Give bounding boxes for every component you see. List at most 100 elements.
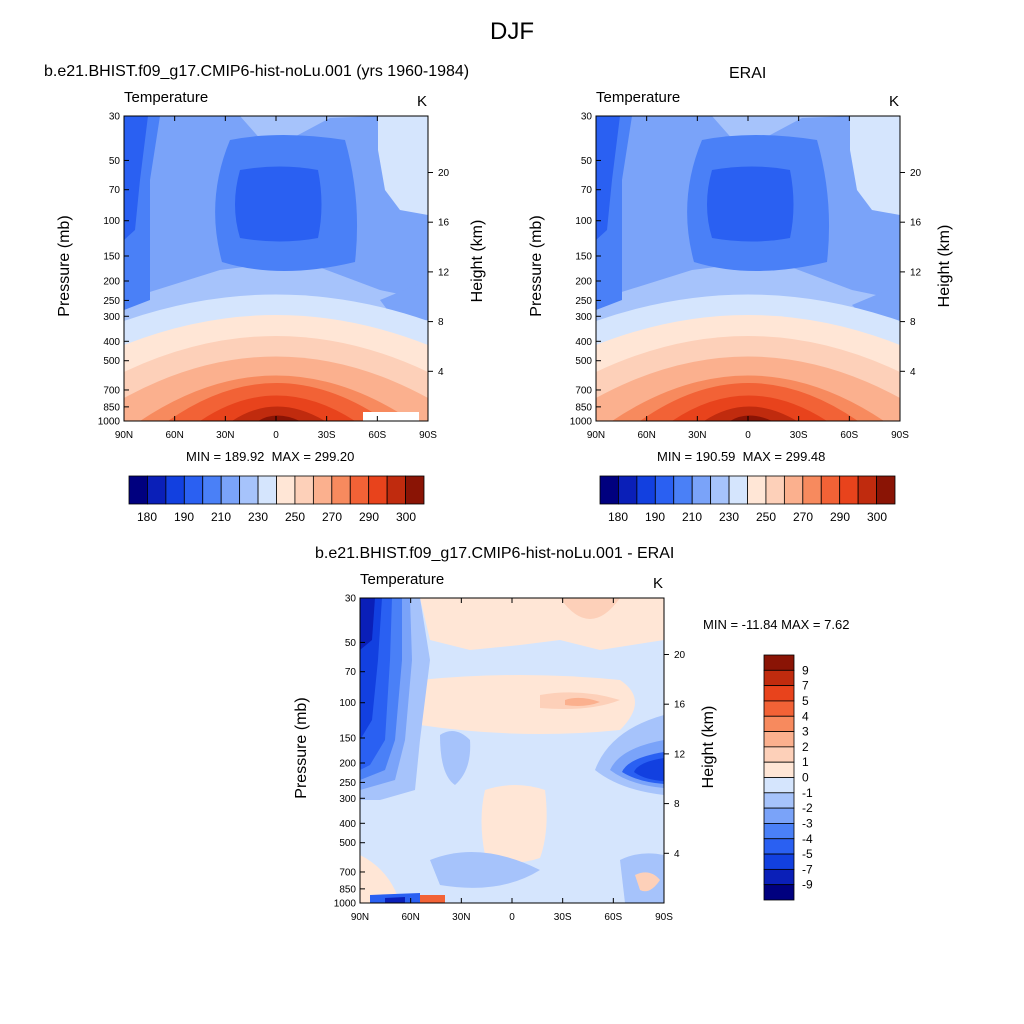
panel2-colorbar-swatch <box>710 475 730 505</box>
panel3-height-tick-label: 16 <box>674 700 686 711</box>
panel2-y-tick-label: 50 <box>581 156 593 167</box>
panel1-x-tick-label: 90S <box>419 430 437 441</box>
panel1-colorbar-swatch <box>220 475 241 505</box>
panel2-colorbar-label: 290 <box>830 510 850 524</box>
panel1-colorbar-swatch <box>331 475 351 505</box>
panel2-colorbar-swatch <box>747 475 767 505</box>
panel3-height-tick-label: 20 <box>674 650 686 661</box>
panel2-y-tick-label: 200 <box>575 277 592 288</box>
panel2-colorbar-swatch <box>691 475 712 505</box>
panel1-y-tick-label: 500 <box>103 356 120 367</box>
panel2-colorbar-label: 180 <box>608 510 628 524</box>
panel2-height-tick-label: 16 <box>910 218 922 229</box>
panel1-height-tick-label: 12 <box>438 267 450 278</box>
panel2-colorbar-swatch <box>820 475 841 505</box>
panel2-min-label: MIN = 190.59 <box>657 449 736 464</box>
panel1-colorbar-swatch <box>276 475 296 505</box>
panel3-colorbar-swatch <box>763 731 795 748</box>
panel3-y-tick-label: 250 <box>339 778 356 789</box>
panel3-colorbar-swatch <box>763 700 795 717</box>
panel3-contour-fill <box>360 598 664 903</box>
panel3-colorbar-label: 4 <box>802 709 809 723</box>
panel1-title: b.e21.BHIST.f09_g17.CMIP6-hist-noLu.001 … <box>44 63 470 80</box>
panel3-x-tick-label: 30S <box>554 912 572 923</box>
panel2-colorbar-swatch <box>618 475 638 505</box>
colorbars-layer: 180 190 210 230 250 270 290 300 180 190 210 230 250 2… <box>128 475 896 901</box>
panel1-height-tick-label: 16 <box>438 218 450 229</box>
panel1-x-tick-label: 60S <box>368 430 386 441</box>
panel2-colorbar-swatch <box>599 475 619 505</box>
panel1-colorbar-swatch <box>128 475 148 505</box>
panel3-colorbar-swatch <box>763 746 795 763</box>
panel3-y-tick-label: 50 <box>345 638 357 649</box>
panel2-height-tick-label: 20 <box>910 168 922 179</box>
panel3-x-tick-label: 60S <box>604 912 622 923</box>
panel1-colorbar-swatch <box>147 475 167 505</box>
panel2-y-tick-label: 1000 <box>570 417 593 428</box>
panel1-colorbar-swatch <box>294 475 314 505</box>
panel1-colorbar-swatch <box>165 475 185 505</box>
panel3-x-tick-label: 90N <box>351 912 369 923</box>
panel1-colorbar-label: 210 <box>211 510 231 524</box>
panel1-colorbar-swatch <box>349 475 370 505</box>
panel3-colorbar-label: -1 <box>802 786 813 800</box>
axes-layer: 90N 60N 30N 0 30S 60S 90S305070100150200250300… <box>98 112 922 924</box>
panel1-y-tick-label: 50 <box>109 156 121 167</box>
panel3-height-tick-label: 12 <box>674 749 686 760</box>
panel3-colorbar-swatch <box>763 715 795 732</box>
panel2-y-tick-label: 500 <box>575 356 592 367</box>
panel2-height-tick-label: 4 <box>910 367 916 378</box>
panel2-y-tick-label: 400 <box>575 337 592 348</box>
panel1-colorbar-label: 290 <box>359 510 379 524</box>
panel2-height-tick-label: 12 <box>910 267 922 278</box>
panel2-contour-fill <box>596 116 900 421</box>
panel1-colorbar-swatch <box>405 475 425 505</box>
panel2-colorbar-swatch <box>636 475 656 505</box>
panel2-x-tick-label: 0 <box>745 430 751 441</box>
panel1-x-tick-label: 60N <box>165 430 183 441</box>
panel2-colorbar-label: 300 <box>867 510 887 524</box>
panel2-y-tick-label: 700 <box>575 385 592 396</box>
panel3-colorbar-label: 3 <box>802 725 809 739</box>
panel3-title: b.e21.BHIST.f09_g17.CMIP6-hist-noLu.001 … <box>315 545 675 562</box>
panel3-stats: MIN = -11.84 MAX = 7.62 <box>703 617 850 632</box>
panel1-y-tick-label: 400 <box>103 337 120 348</box>
panel2-height-tick-label: 8 <box>910 317 916 328</box>
panel2-x-tick-label: 30S <box>790 430 808 441</box>
panel3-colorbar-label: -3 <box>802 816 813 830</box>
panel3-y-tick-label: 500 <box>339 838 356 849</box>
panel1-y-tick-label: 250 <box>103 296 120 307</box>
panel1-height-tick-label: 8 <box>438 317 444 328</box>
panel2-colorbar-swatch <box>857 475 877 505</box>
panel3-colorbar-swatch <box>763 884 795 901</box>
panel2-units-label: K <box>889 93 900 110</box>
panel3-colorbar-swatch <box>763 807 795 824</box>
panel2-colorbar-swatch <box>839 475 859 505</box>
panel3-colorbar-label: -4 <box>802 832 813 846</box>
panel2-y-tick-label: 150 <box>575 251 592 262</box>
panel3-colorbar-label: 7 <box>802 679 809 693</box>
panel2-colorbar-swatch <box>765 475 785 505</box>
panel3-colorbar-label: 1 <box>802 755 809 769</box>
panel3-colorbar-label: 9 <box>802 663 809 677</box>
panel1-x-tick-label: 30S <box>318 430 336 441</box>
panel1-field-label: Temperature <box>124 89 209 106</box>
panel2-colorbar-swatch <box>876 475 896 505</box>
panel1-height-tick-label: 4 <box>438 367 444 378</box>
panel2-colorbar-swatch <box>728 475 748 505</box>
panel3-colorbar-label: -2 <box>802 801 813 815</box>
panel3-colorbar-label: 2 <box>802 740 809 754</box>
panel1-colorbar-swatch <box>312 475 333 505</box>
panel3-y-tick-label: 400 <box>339 819 356 830</box>
panel1-stats: MIN = 189.92 MAX = 299.20 <box>186 449 354 464</box>
panel2-y-tick-label: 850 <box>575 402 592 413</box>
panel2-colorbar-swatch <box>673 475 693 505</box>
panel2-colorbar-label: 230 <box>719 510 739 524</box>
panel3-y-tick-label: 700 <box>339 867 356 878</box>
panel2-colorbar-label: 190 <box>645 510 665 524</box>
panel1-contour-fill <box>124 116 428 421</box>
panel2-colorbar-label: 250 <box>756 510 776 524</box>
panel3-x-tick-label: 0 <box>509 912 515 923</box>
panel3-y-tick-label: 100 <box>339 698 356 709</box>
